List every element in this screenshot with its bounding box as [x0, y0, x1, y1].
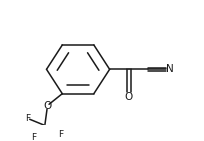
Text: O: O — [124, 92, 132, 102]
Text: F: F — [57, 130, 62, 139]
Text: F: F — [25, 114, 30, 123]
Text: N: N — [165, 64, 173, 74]
Text: O: O — [43, 101, 51, 111]
Text: F: F — [31, 133, 36, 141]
